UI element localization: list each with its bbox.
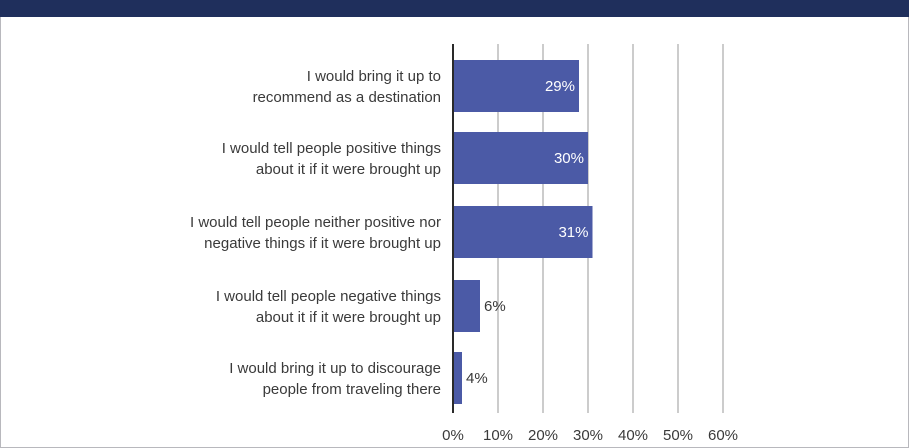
tick-label-60: 60% (708, 427, 738, 444)
tick-label-0: 0% (442, 427, 464, 444)
data-label-4: 4% (466, 370, 488, 387)
bars: 29% 30% 31% 6% 4% (453, 60, 593, 404)
category-label-0: I would bring it up to recommend as a des… (253, 68, 441, 106)
category-label-1-line-0: I would tell people positive things (222, 140, 441, 157)
category-label-0-line-1: recommend as a destination (253, 89, 441, 106)
category-labels: I would bring it up to recommend as a des… (190, 68, 441, 398)
category-label-4-line-1: people from traveling there (263, 381, 441, 398)
category-label-2: I would tell people neither positive nor… (190, 214, 441, 252)
category-label-4: I would bring it up to discourage people … (229, 360, 441, 398)
category-label-3-line-1: about it if it were brought up (256, 309, 441, 326)
data-label-3: 6% (484, 298, 506, 315)
data-label-1: 30% (554, 150, 584, 167)
category-label-4-line-0: I would bring it up to discourage (229, 360, 441, 377)
tick-label-20: 20% (528, 427, 558, 444)
category-label-0-line-0: I would bring it up to (307, 68, 441, 85)
data-label-2: 31% (558, 224, 588, 241)
category-label-3: I would tell people negative things about… (216, 288, 441, 326)
category-label-1-line-1: about it if it were brought up (256, 161, 441, 178)
category-label-1: I would tell people positive things about… (222, 140, 441, 178)
x-axis-ticks: 0% 10% 20% 30% 40% 50% 60% (442, 427, 738, 444)
tick-label-50: 50% (663, 427, 693, 444)
bar-3 (453, 280, 480, 332)
tick-label-30: 30% (573, 427, 603, 444)
bar-4 (453, 352, 462, 404)
category-label-2-line-1: negative things if it were brought up (204, 235, 441, 252)
tick-label-10: 10% (483, 427, 513, 444)
category-label-2-line-0: I would tell people neither positive nor (190, 214, 441, 231)
tick-label-40: 40% (618, 427, 648, 444)
data-label-0: 29% (545, 78, 575, 95)
category-label-3-line-0: I would tell people negative things (216, 288, 441, 305)
